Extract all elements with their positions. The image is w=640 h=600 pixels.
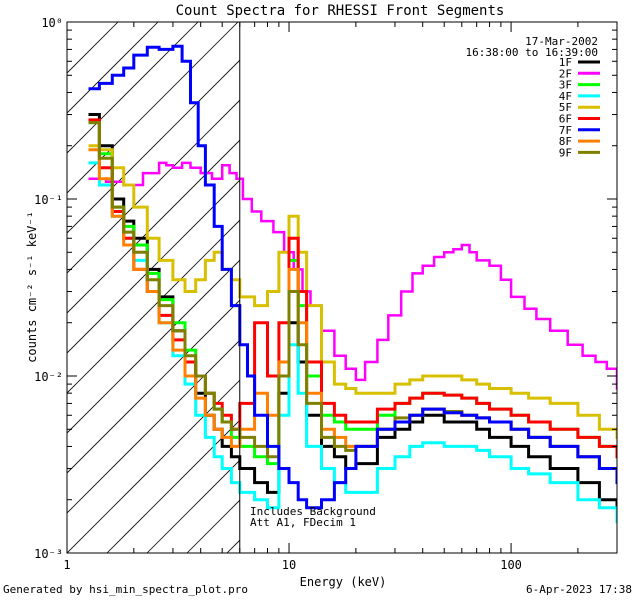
hatch-line bbox=[587, 22, 640, 553]
hatch-line bbox=[67, 59, 240, 234]
hatch-line bbox=[267, 22, 640, 553]
x-axis-label: Energy (keV) bbox=[300, 575, 387, 589]
chart-title: Count Spectra for RHESSI Front Segments bbox=[176, 3, 505, 19]
hatch-line bbox=[67, 22, 239, 194]
hatch-line bbox=[307, 22, 640, 553]
hatch-line bbox=[507, 22, 640, 553]
y-tick-label: 10⁻³ bbox=[34, 547, 63, 561]
axis-ticks bbox=[66, 21, 618, 554]
series-5f bbox=[88, 144, 617, 439]
hatch-line bbox=[67, 379, 240, 553]
hatch-line bbox=[67, 22, 199, 154]
legend-label-6f: 6F bbox=[559, 113, 572, 126]
annotation-line: Includes Background bbox=[250, 505, 376, 518]
hatch-line bbox=[627, 22, 640, 553]
series-7f bbox=[88, 44, 617, 510]
footer-generator: Generated by hsi_min_spectra_plot.pro bbox=[3, 583, 249, 596]
legend-label-3f: 3F bbox=[559, 79, 572, 92]
hatch-line bbox=[146, 459, 240, 553]
series-6f bbox=[88, 118, 617, 459]
series-3f bbox=[88, 121, 617, 466]
hatch-line bbox=[106, 419, 240, 553]
info-line: 16:38:00 to 16:39:00 bbox=[466, 46, 598, 59]
legend-label-1f: 1F bbox=[559, 56, 572, 69]
info-line: 17-Mar-2002 bbox=[525, 35, 598, 48]
legend-label-4f: 4F bbox=[559, 90, 572, 103]
y-axis-label: counts cm⁻² s⁻¹ keV⁻¹ bbox=[25, 211, 39, 363]
series-8f bbox=[88, 148, 617, 476]
hatch-line bbox=[67, 179, 240, 354]
y-tick-label: 10⁻¹ bbox=[34, 193, 63, 207]
plot-frame bbox=[66, 21, 618, 554]
series-layer bbox=[88, 44, 617, 524]
hatch-line bbox=[67, 339, 240, 514]
annotation-line: Att A1, FDecim 1 bbox=[250, 516, 356, 529]
legend-label-2f: 2F bbox=[559, 67, 572, 80]
hatch-line bbox=[67, 22, 159, 114]
hatch-line bbox=[347, 22, 640, 553]
legend-label-7f: 7F bbox=[559, 124, 572, 137]
x-tick-label: 10 bbox=[282, 558, 296, 572]
x-tick-label: 1 bbox=[63, 558, 70, 572]
footer-timestamp: 6-Apr-2023 17:38 bbox=[526, 583, 632, 596]
legend-label-5f: 5F bbox=[559, 101, 572, 114]
y-tick-label: 10⁰ bbox=[41, 16, 63, 30]
hatch-line bbox=[67, 219, 240, 394]
attenuator-hatch-region bbox=[67, 22, 640, 553]
x-tick-labels: 1 10 100 bbox=[63, 558, 522, 572]
hatch-line bbox=[387, 22, 640, 553]
hatch-line bbox=[67, 299, 240, 474]
x-tick-label: 100 bbox=[500, 558, 522, 572]
y-tick-labels: 10⁻³ 10⁻² 10⁻¹ 10⁰ bbox=[34, 16, 63, 561]
hatch-line bbox=[67, 99, 240, 274]
legend-label-8f: 8F bbox=[559, 135, 572, 148]
hatch-line bbox=[67, 259, 240, 434]
hatch-line bbox=[67, 22, 119, 74]
series-2f bbox=[88, 161, 617, 390]
hatch-line bbox=[67, 139, 240, 314]
y-tick-label: 10⁻² bbox=[34, 370, 63, 384]
legend-label-9f: 9F bbox=[559, 146, 572, 159]
hatch-line bbox=[467, 22, 640, 553]
